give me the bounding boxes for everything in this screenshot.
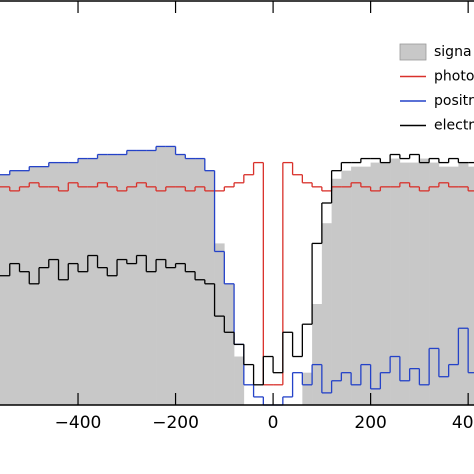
- histogram-bar: [204, 170, 215, 405]
- histogram-bar: [9, 170, 20, 405]
- histogram-bar: [312, 304, 323, 405]
- histogram-bar: [224, 283, 235, 405]
- histogram-bar: [117, 154, 128, 405]
- histogram-bar: [185, 158, 196, 405]
- histogram-bar: [429, 162, 440, 405]
- histogram-bar: [351, 166, 362, 405]
- histogram-bar: [19, 170, 30, 405]
- histogram-bar: [409, 162, 420, 405]
- histogram-bar: [438, 166, 449, 405]
- step-riser: [9, 154, 460, 385]
- histogram-bar: [234, 356, 245, 405]
- histogram-bar: [146, 150, 157, 405]
- histogram-bar: [419, 158, 430, 405]
- histogram-bar: [126, 150, 137, 405]
- x-tick-label: −400: [55, 413, 102, 433]
- histogram-bar: [68, 162, 79, 405]
- histogram-bar: [78, 158, 89, 405]
- histogram-bar: [165, 146, 176, 405]
- histogram-bar: [29, 166, 40, 405]
- x-tick-label: 0: [268, 413, 279, 433]
- histogram-bar: [331, 178, 342, 405]
- histogram-bar: [107, 154, 118, 405]
- legend-label: photo: [434, 69, 474, 85]
- histogram-bar: [321, 223, 332, 405]
- histogram-bar: [39, 166, 50, 405]
- histogram-bar: [360, 166, 371, 405]
- histogram-bar: [195, 158, 206, 405]
- histogram-bar: [380, 162, 391, 405]
- legend-swatch: [399, 43, 427, 61]
- histogram-bar: [136, 150, 147, 405]
- histogram-bar: [0, 174, 11, 405]
- x-tick-label: 200: [354, 413, 386, 433]
- histogram-bar: [448, 166, 459, 405]
- histogram-bar: [156, 146, 167, 405]
- histogram-bar: [58, 162, 69, 405]
- histogram-bar: [175, 154, 186, 405]
- legend-label: positr: [434, 93, 474, 109]
- histogram-bar: [468, 166, 474, 405]
- histogram-bar: [341, 170, 352, 405]
- x-tick-label: 400: [452, 413, 474, 433]
- histogram-bar: [458, 162, 469, 405]
- histogram-bar: [97, 154, 108, 405]
- histogram-bar: [214, 243, 225, 405]
- histogram-bar: [87, 158, 98, 405]
- histogram-bar: [48, 162, 59, 405]
- histogram-bar: [370, 162, 381, 405]
- histogram-bar: [399, 162, 410, 405]
- histogram-bar: [302, 372, 313, 405]
- legend-label: signa: [434, 44, 472, 60]
- histogram-bar: [390, 158, 401, 405]
- legend-label: electr: [434, 118, 474, 134]
- x-tick-label: −200: [152, 413, 199, 433]
